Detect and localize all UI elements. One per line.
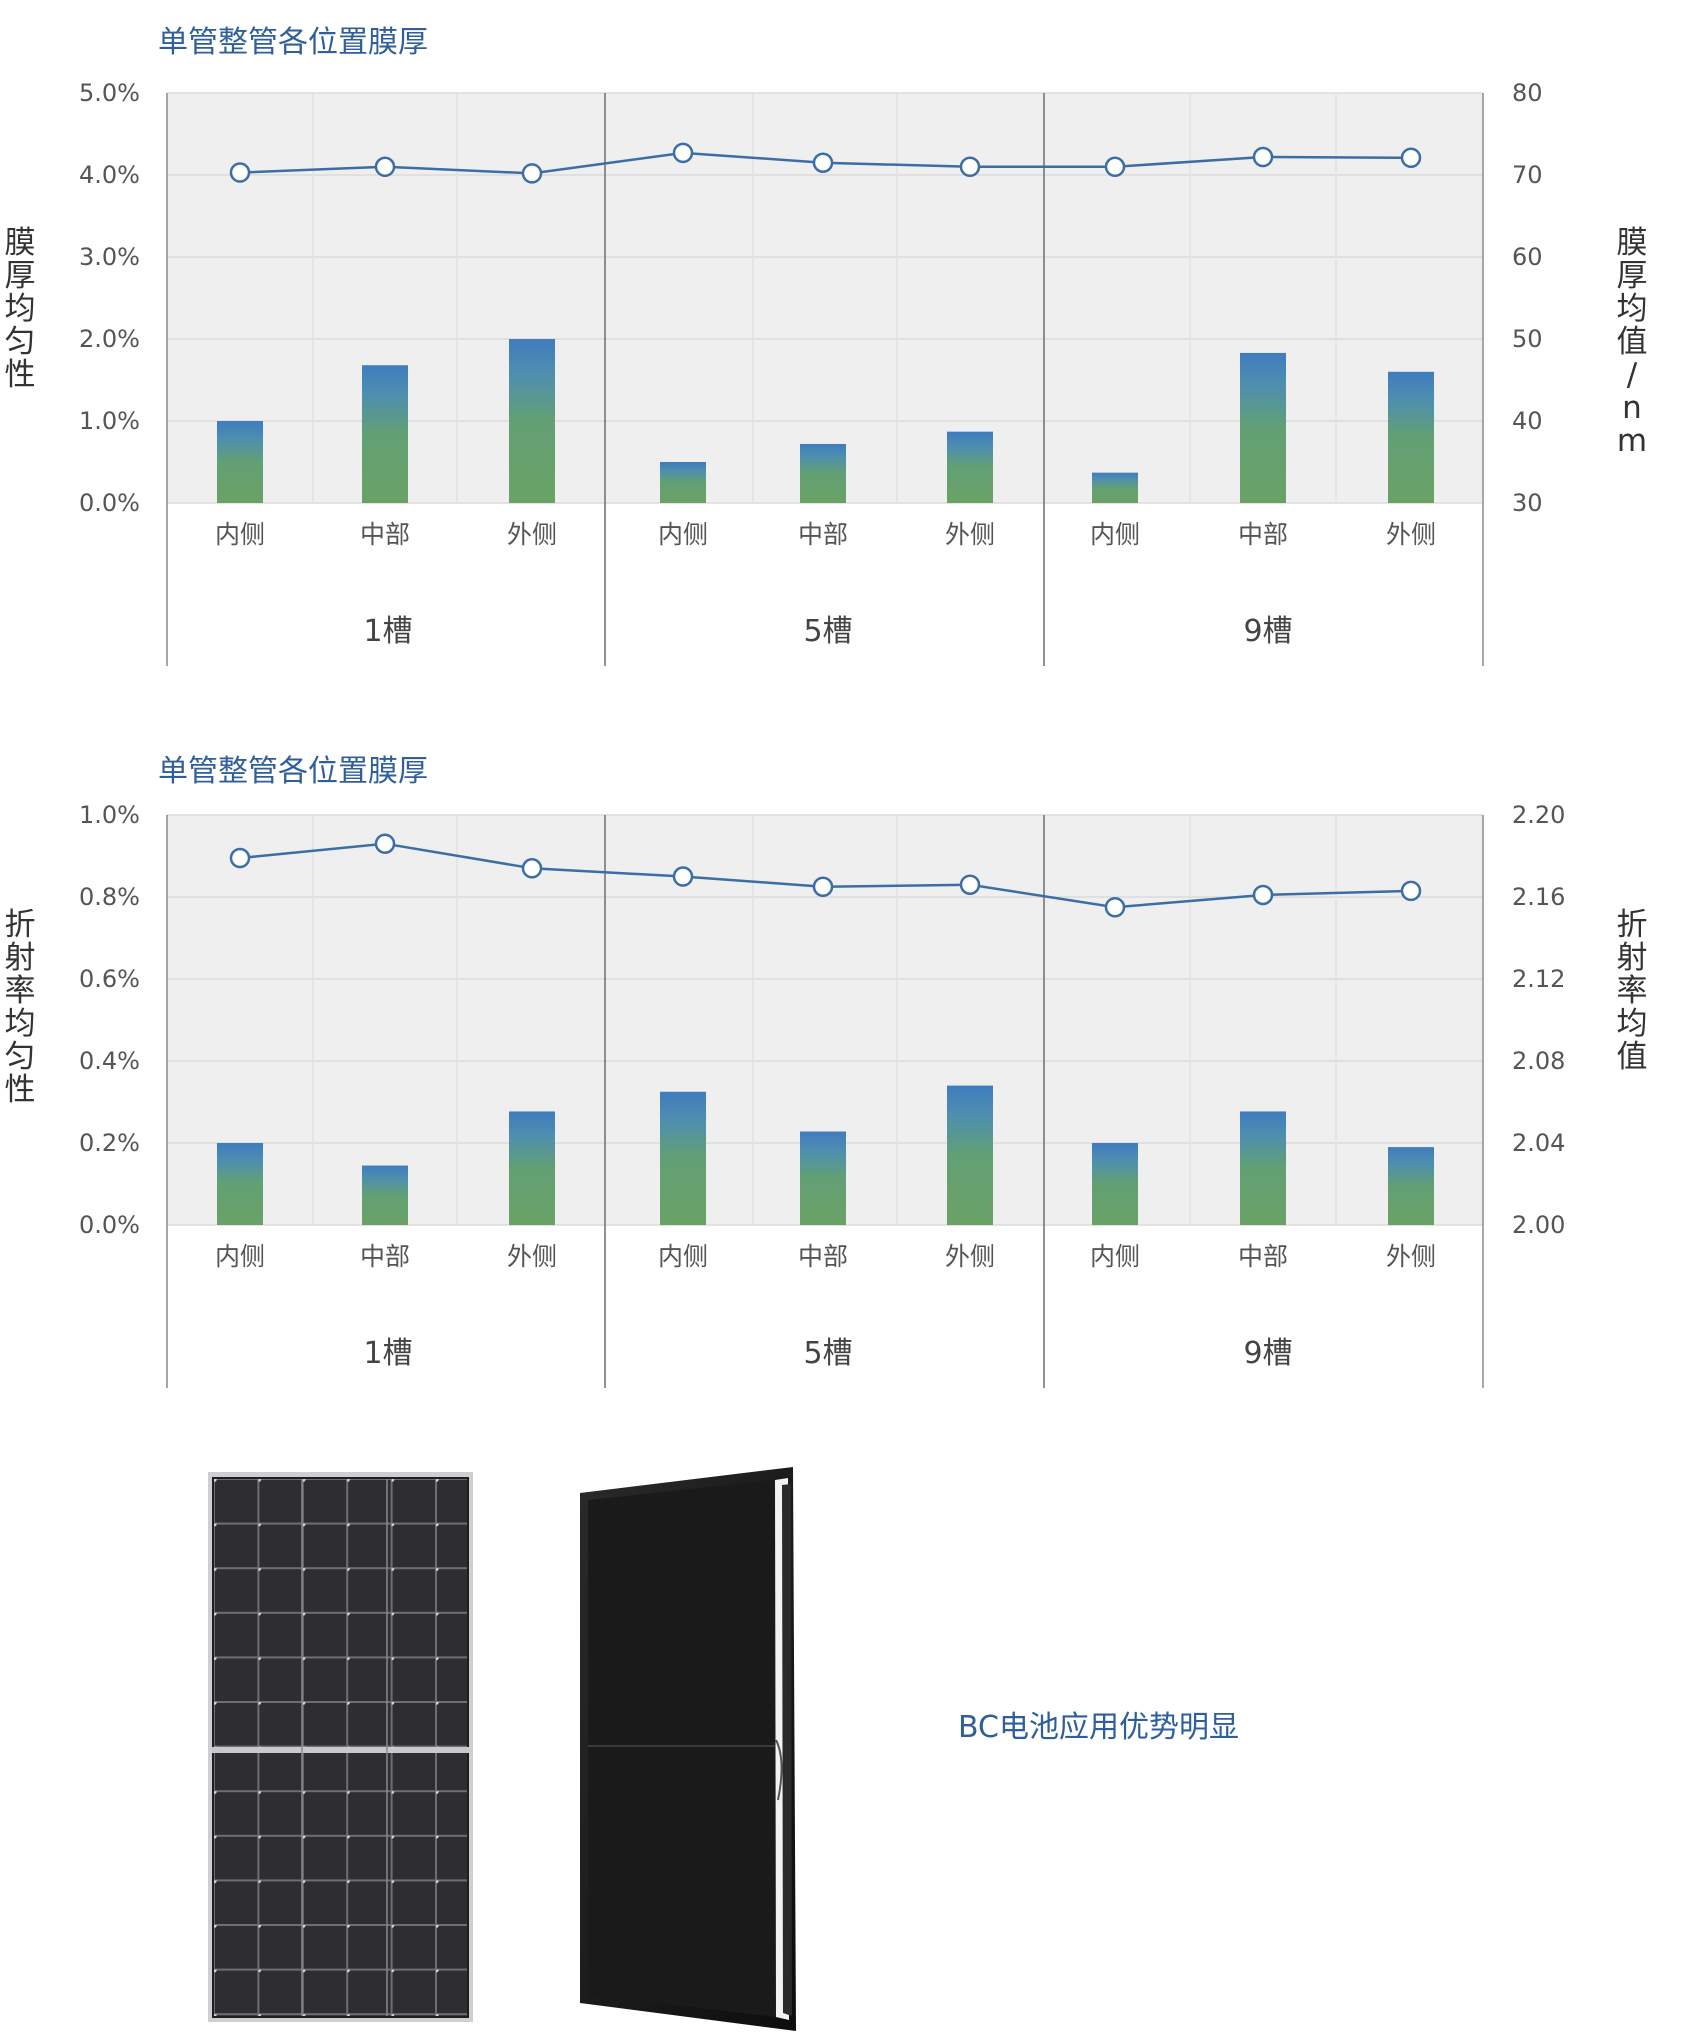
- refractive-index-chart: 单管整管各位置膜厚 0.0% 0.2% 0.4% 0.6% 0.8% 1.0% 2.00 2.0…: [5, 754, 1648, 1388]
- bar: [509, 1111, 555, 1225]
- y2-axis-title: 折射率均值: [1617, 907, 1648, 1075]
- x-category-label: 内侧: [215, 520, 265, 549]
- x-category-label: 内侧: [1090, 520, 1140, 549]
- line-point: [521, 163, 543, 184]
- line-point: [229, 847, 251, 869]
- y-tick-label: 3.0%: [79, 243, 140, 271]
- x-category-label: 外侧: [507, 1242, 557, 1271]
- bar: [947, 431, 993, 503]
- line-point: [672, 866, 694, 887]
- y-tick-label: 5.0%: [79, 79, 140, 107]
- bar: [1092, 1143, 1138, 1225]
- y2-tick-label: 70: [1512, 161, 1543, 189]
- y-tick-label: 2.0%: [79, 325, 140, 353]
- x-group-label: 1槽: [363, 1336, 412, 1371]
- y2-tick-label: 80: [1512, 79, 1543, 107]
- chart-title: 单管整管各位置膜厚: [158, 754, 428, 789]
- bar: [362, 1165, 408, 1225]
- y2-tick-label: 2.08: [1512, 1047, 1565, 1075]
- line-point: [229, 162, 251, 183]
- x-category-label: 外侧: [1386, 520, 1436, 549]
- x-category-label: 中部: [798, 520, 848, 549]
- x-category-label: 中部: [798, 1242, 848, 1271]
- bar: [947, 1085, 993, 1225]
- x-category-label: 中部: [1238, 1242, 1288, 1271]
- y-tick-label: 0.8%: [79, 883, 140, 911]
- line-point: [812, 152, 834, 173]
- bar: [800, 443, 846, 503]
- bar: [800, 1131, 846, 1225]
- x-category-label: 外侧: [945, 1242, 995, 1271]
- line-point: [812, 876, 834, 897]
- y-tick-label: 0.0%: [79, 1211, 140, 1239]
- y-tick-label: 0.6%: [79, 965, 140, 993]
- y2-tick-label: 2.04: [1512, 1129, 1565, 1157]
- x-group-label: 1槽: [363, 614, 412, 649]
- bar: [362, 365, 408, 503]
- bar: [660, 462, 706, 503]
- y-axis-title: 折射率均匀性: [5, 907, 36, 1108]
- caption-text: BC电池应用优势明显: [958, 1710, 1239, 1745]
- line-point: [672, 142, 694, 164]
- chart-title: 单管整管各位置膜厚: [158, 25, 428, 60]
- bar: [1240, 352, 1286, 503]
- bar: [509, 339, 555, 503]
- bar: [1388, 371, 1434, 503]
- x-category-label: 中部: [1238, 520, 1288, 549]
- x-group-label: 9槽: [1243, 1336, 1292, 1371]
- x-group-label: 5槽: [803, 614, 852, 649]
- x-category-label: 中部: [360, 1242, 410, 1271]
- film-thickness-chart: 单管整管各位置膜厚 0.0% 1.0% 2.0% 3.0% 4.0% 5.0% 30 40 50 6…: [5, 25, 1648, 666]
- line-point: [521, 858, 543, 879]
- y2-tick-label: 2.16: [1512, 883, 1565, 911]
- x-category-label: 中部: [360, 520, 410, 549]
- y2-axis-title: 膜厚均值/n m: [1617, 225, 1648, 459]
- y2-tick-label: 30: [1512, 489, 1543, 517]
- line-point: [1252, 146, 1274, 168]
- line-point: [374, 156, 396, 178]
- x-category-label: 内侧: [658, 520, 708, 549]
- line-point: [1400, 880, 1422, 902]
- y2-tick-label: 2.00: [1512, 1211, 1565, 1239]
- bar: [217, 421, 263, 503]
- bar: [217, 1143, 263, 1225]
- y-tick-label: 0.2%: [79, 1129, 140, 1157]
- line-point: [1252, 884, 1274, 906]
- y-tick-label: 0.0%: [79, 489, 140, 517]
- line-point: [1104, 156, 1126, 178]
- solar-panel-front-icon: [208, 1472, 473, 2022]
- x-group-label: 9槽: [1243, 614, 1292, 649]
- x-category-label: 外侧: [507, 520, 557, 549]
- y-tick-label: 0.4%: [79, 1047, 140, 1075]
- y-axis-title: 膜厚均匀性: [5, 225, 36, 393]
- bar: [1388, 1147, 1434, 1225]
- y2-tick-label: 2.12: [1512, 965, 1565, 993]
- x-group-label: 5槽: [803, 1336, 852, 1371]
- y2-tick-label: 2.20: [1512, 801, 1565, 829]
- line-point: [374, 833, 396, 854]
- x-category-label: 内侧: [1090, 1242, 1140, 1271]
- bar: [660, 1091, 706, 1225]
- x-category-label: 内侧: [658, 1242, 708, 1271]
- y-tick-label: 1.0%: [79, 801, 140, 829]
- y-tick-label: 1.0%: [79, 407, 140, 435]
- line-point: [959, 874, 981, 895]
- x-category-label: 内侧: [215, 1242, 265, 1271]
- y2-tick-label: 50: [1512, 325, 1543, 353]
- y2-tick-label: 60: [1512, 243, 1543, 271]
- line-point: [959, 156, 981, 178]
- solar-panel-angled-icon: [580, 1467, 796, 2031]
- line-point: [1104, 897, 1126, 918]
- y-tick-label: 4.0%: [79, 161, 140, 189]
- x-category-label: 外侧: [1386, 1242, 1436, 1271]
- bar: [1092, 472, 1138, 503]
- line-point: [1400, 147, 1422, 169]
- bar: [1240, 1111, 1286, 1225]
- x-category-label: 外侧: [945, 520, 995, 549]
- y2-tick-label: 40: [1512, 407, 1543, 435]
